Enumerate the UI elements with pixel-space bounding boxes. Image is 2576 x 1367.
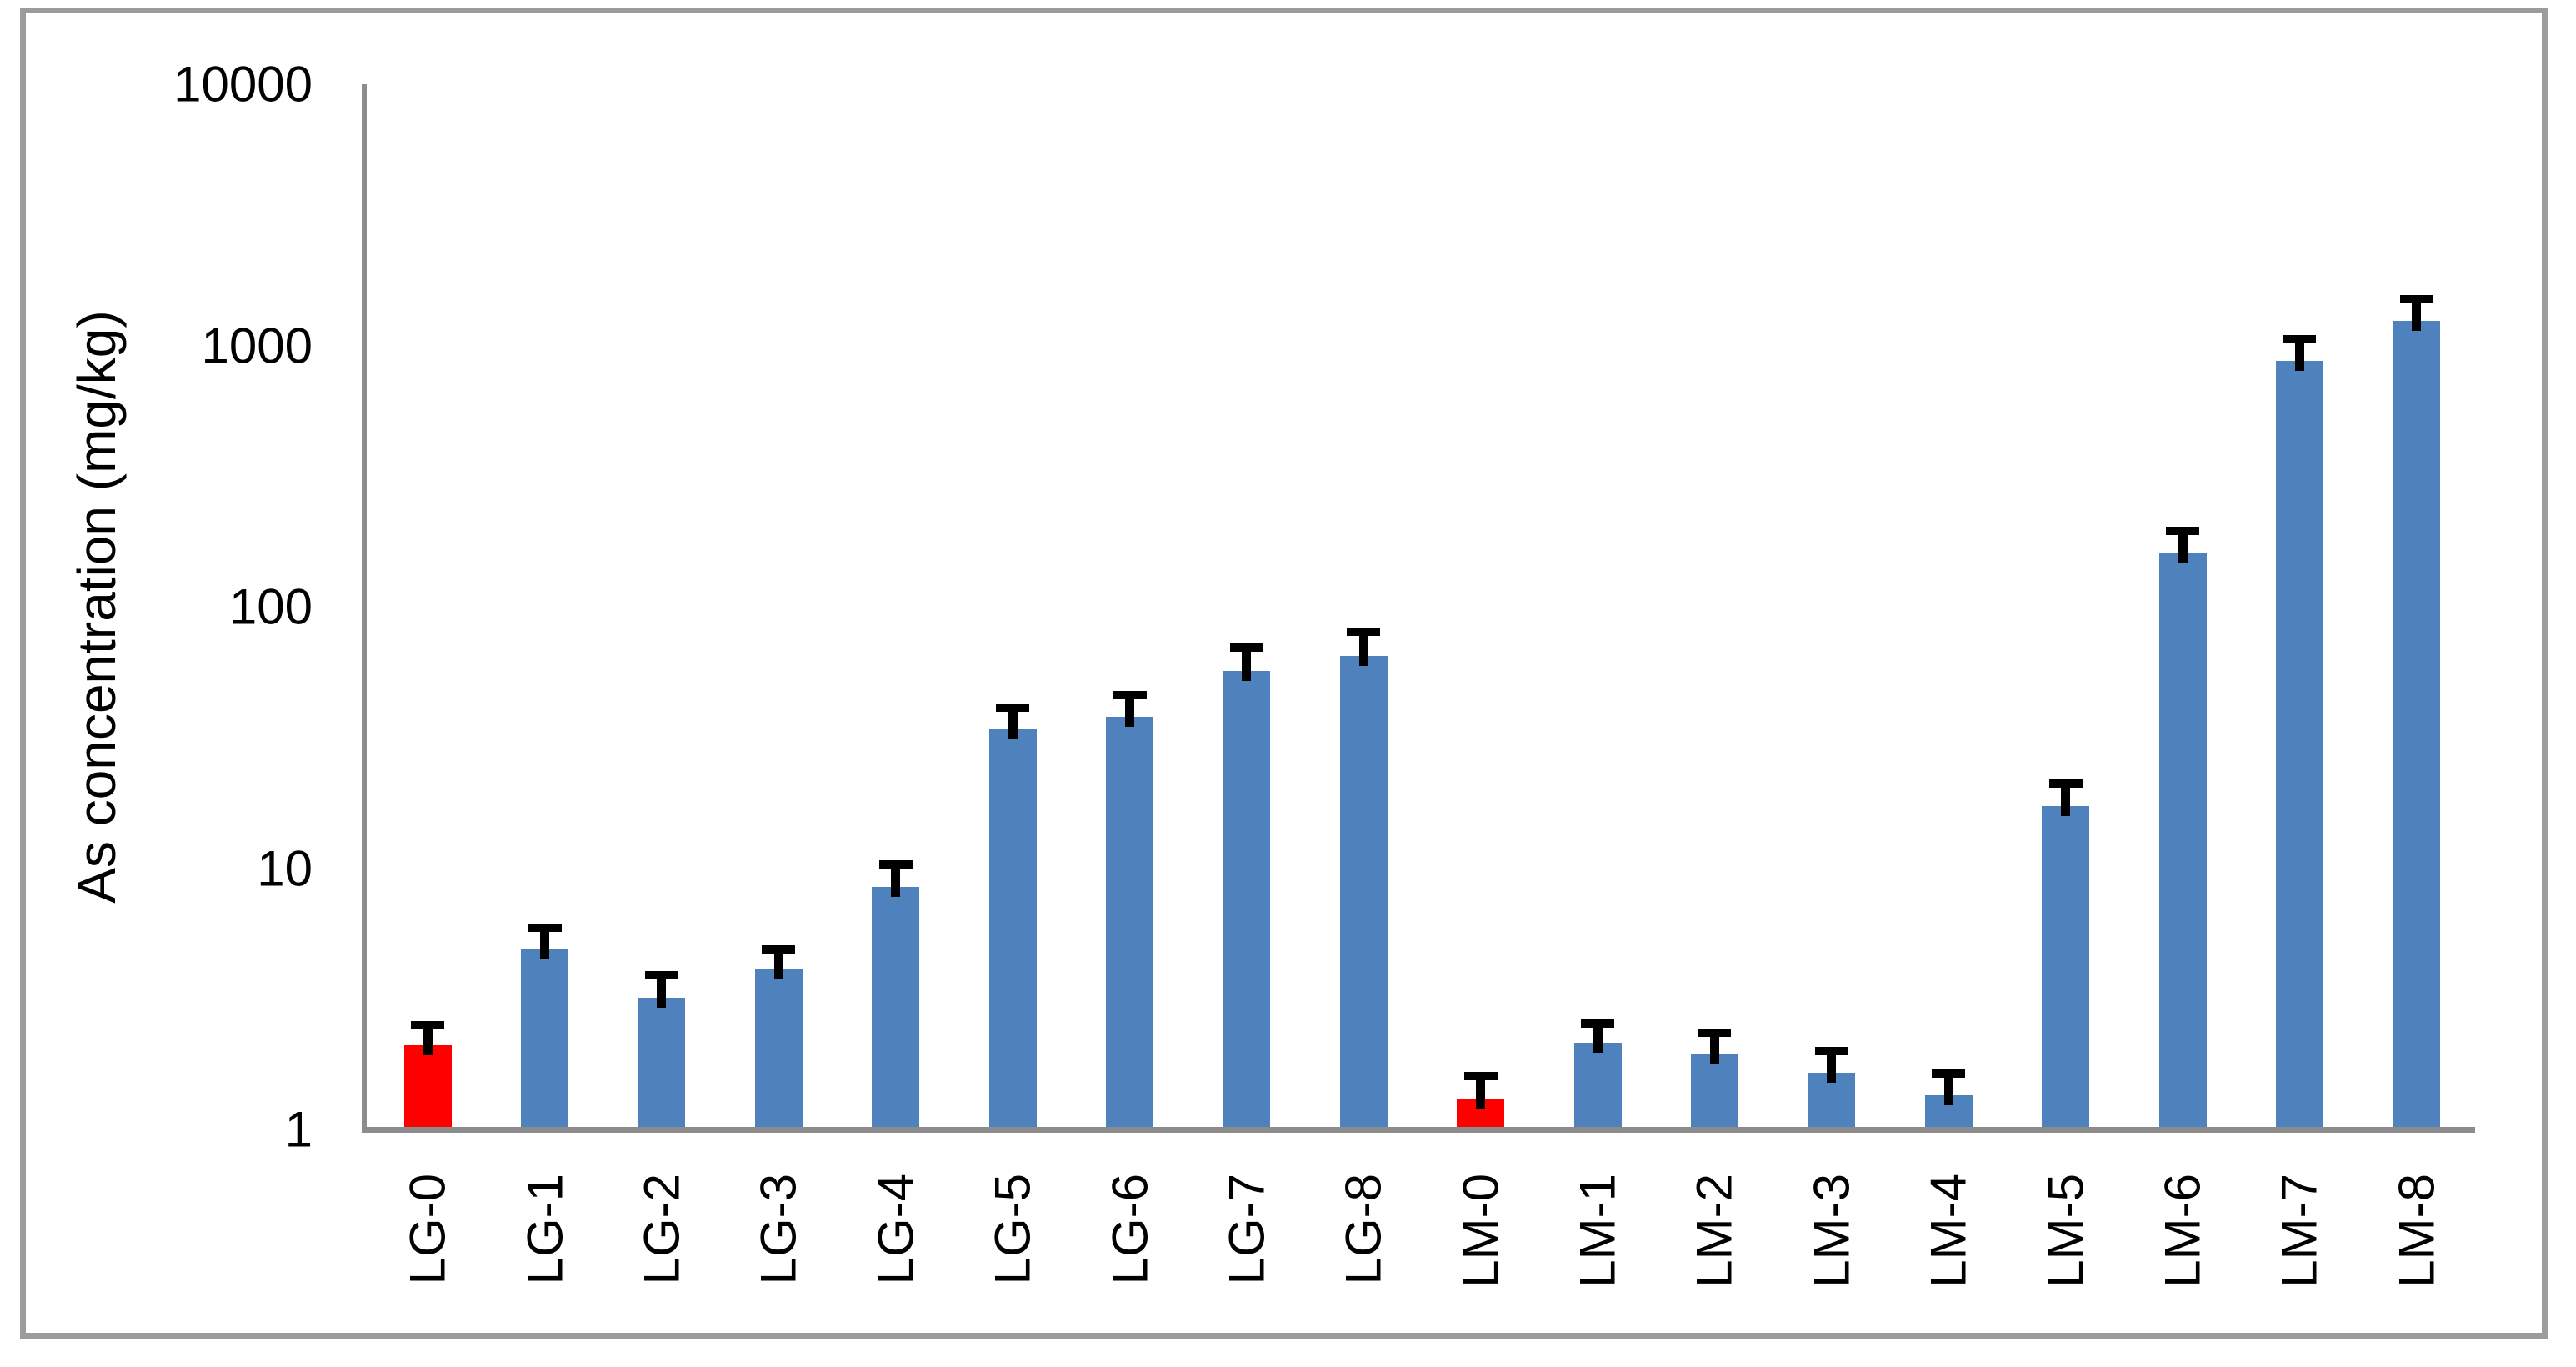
error-bar-cap-LM-0: [1463, 1072, 1498, 1080]
error-bar-stem-LG-5: [1008, 708, 1018, 739]
y-axis-title: As concentration (mg/kg): [67, 310, 127, 904]
x-tick-label-LG-2: LG-2: [633, 1174, 690, 1285]
error-bar-cap-LM-8: [2399, 295, 2433, 304]
error-bar-stem-LM-6: [2178, 531, 2188, 563]
bar-LG-1: [521, 949, 569, 1127]
x-tick-label-LM-3: LM-3: [1803, 1174, 1860, 1288]
error-bar-stem-LG-4: [891, 864, 901, 897]
bar-LM-1: [1573, 1042, 1622, 1127]
error-bar-cap-LG-5: [996, 704, 1030, 713]
x-tick-label-LG-8: LG-8: [1335, 1174, 1392, 1285]
figure-border: [20, 8, 2548, 1339]
bar-LG-6: [1106, 716, 1154, 1127]
error-bar-stem-LM-5: [2061, 784, 2071, 816]
error-bar-cap-LG-2: [644, 970, 678, 979]
y-tick-label-10: 10: [257, 840, 313, 896]
bar-LG-8: [1339, 655, 1388, 1127]
error-bar-stem-LG-2: [657, 974, 667, 1008]
x-tick-label-LM-8: LM-8: [2388, 1174, 2445, 1288]
error-bar-stem-LG-7: [1242, 647, 1252, 681]
x-tick-label-LM-5: LM-5: [2038, 1174, 2094, 1288]
error-bar-cap-LG-6: [1113, 690, 1147, 699]
error-bar-cap-LG-4: [878, 860, 913, 869]
x-tick-label-LG-3: LG-3: [750, 1174, 807, 1285]
error-bar-cap-LM-3: [1814, 1046, 1848, 1055]
y-tick-label-10000: 10000: [173, 56, 313, 113]
x-tick-label-LM-1: LM-1: [1569, 1174, 1626, 1288]
x-tick-label-LM-0: LM-0: [1453, 1174, 1509, 1288]
error-bar-cap-LG-3: [762, 944, 796, 954]
bar-LG-5: [988, 729, 1037, 1127]
x-axis-line: [362, 1127, 2475, 1133]
x-tick-label-LM-2: LM-2: [1686, 1174, 1743, 1288]
bar-LM-8: [2393, 321, 2441, 1127]
error-bar-stem-LM-2: [1709, 1032, 1719, 1064]
bar-LG-0: [403, 1044, 452, 1127]
error-bar-stem-LM-8: [2412, 299, 2422, 332]
x-tick-label-LG-1: LG-1: [517, 1174, 573, 1285]
error-bar-stem-LM-4: [1943, 1074, 1953, 1106]
error-bar-stem-LG-8: [1358, 632, 1368, 666]
x-tick-label-LM-6: LM-6: [2154, 1174, 2211, 1288]
error-bar-cap-LG-8: [1347, 628, 1381, 637]
error-bar-cap-LM-4: [1932, 1069, 1966, 1079]
error-bar-cap-LG-7: [1229, 643, 1263, 652]
x-tick-label-LM-7: LM-7: [2271, 1174, 2328, 1288]
x-tick-label-LG-4: LG-4: [868, 1174, 924, 1285]
error-bar-stem-LG-1: [540, 928, 550, 959]
bar-LM-5: [2042, 805, 2090, 1127]
y-tick-label-100: 100: [228, 578, 313, 635]
x-tick-label-LG-5: LG-5: [984, 1174, 1041, 1285]
bar-LG-3: [754, 969, 803, 1127]
y-axis-line: [362, 84, 367, 1133]
error-bar-stem-LM-7: [2294, 338, 2304, 372]
error-bar-cap-LM-5: [2048, 779, 2083, 789]
error-bar-cap-LM-1: [1581, 1019, 1615, 1028]
x-tick-label-LM-4: LM-4: [1920, 1174, 1977, 1288]
bar-LG-4: [872, 886, 920, 1127]
error-bar-cap-LG-1: [528, 924, 562, 933]
x-tick-label-LG-6: LG-6: [1102, 1174, 1158, 1285]
bar-LM-2: [1690, 1054, 1738, 1127]
y-tick-label-1: 1: [284, 1101, 313, 1158]
bar-LM-6: [2158, 553, 2207, 1127]
error-bar-stem-LM-1: [1593, 1023, 1603, 1053]
bar-LM-7: [2275, 361, 2323, 1127]
error-bar-stem-LG-6: [1125, 694, 1135, 727]
error-bar-stem-LG-0: [423, 1025, 433, 1055]
x-tick-label-LG-7: LG-7: [1218, 1174, 1275, 1285]
error-bar-stem-LM-3: [1827, 1050, 1837, 1083]
x-tick-label-LG-0: LG-0: [399, 1174, 456, 1285]
error-bar-cap-LM-2: [1698, 1028, 1732, 1037]
bar-LG-2: [638, 997, 686, 1127]
bar-LG-7: [1223, 670, 1271, 1127]
error-bar-cap-LM-7: [2283, 334, 2317, 343]
error-bar-cap-LG-0: [411, 1021, 445, 1030]
error-bar-cap-LM-6: [2166, 527, 2200, 536]
y-tick-label-1000: 1000: [201, 318, 313, 373]
error-bar-stem-LM-0: [1476, 1076, 1486, 1110]
error-bar-stem-LG-3: [773, 949, 783, 979]
